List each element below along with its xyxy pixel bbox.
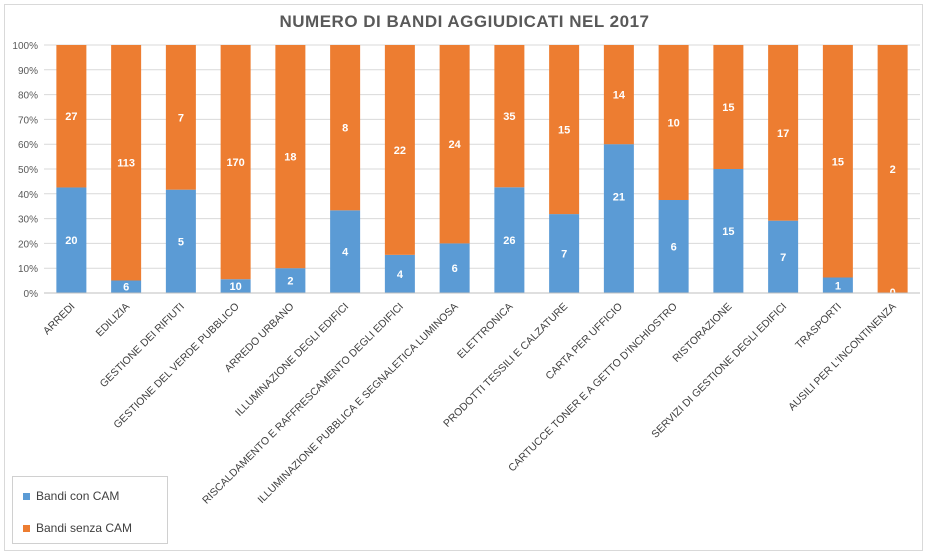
bar-senza-cam bbox=[822, 45, 853, 278]
bar-senza-cam bbox=[165, 45, 196, 190]
data-label-senza-cam: 27 bbox=[65, 111, 77, 123]
data-label-senza-cam: 15 bbox=[558, 125, 570, 137]
bar-senza-cam bbox=[330, 45, 361, 211]
data-label-senza-cam: 113 bbox=[117, 158, 135, 170]
y-tick-label: 50% bbox=[18, 165, 38, 176]
data-label-senza-cam: 15 bbox=[722, 102, 734, 114]
data-label-con-cam: 7 bbox=[561, 249, 567, 261]
data-label-senza-cam: 18 bbox=[284, 152, 296, 164]
bar-con-cam bbox=[713, 169, 744, 293]
y-tick-label: 0% bbox=[24, 289, 39, 300]
bar-con-cam bbox=[56, 187, 87, 293]
data-label-con-cam: 6 bbox=[452, 263, 458, 275]
bar-con-cam bbox=[275, 268, 306, 293]
x-tick-label: TRASPORTI bbox=[793, 301, 844, 352]
bar-con-cam bbox=[549, 214, 580, 293]
data-label-con-cam: 7 bbox=[780, 252, 786, 264]
data-label-con-cam: 4 bbox=[342, 247, 349, 259]
data-label-con-cam: 20 bbox=[65, 235, 77, 247]
data-label-senza-cam: 17 bbox=[777, 128, 789, 140]
legend: Bandi con CAM Bandi senza CAM bbox=[12, 476, 168, 544]
bar-con-cam bbox=[220, 279, 251, 293]
bar-senza-cam bbox=[439, 45, 470, 244]
data-label-con-cam: 15 bbox=[722, 226, 734, 238]
y-tick-label: 80% bbox=[18, 91, 38, 102]
data-label-senza-cam: 22 bbox=[394, 145, 406, 157]
bar-con-cam bbox=[439, 243, 470, 293]
bar-senza-cam bbox=[603, 45, 634, 145]
data-label-senza-cam: 7 bbox=[178, 112, 184, 124]
data-label-con-cam: 6 bbox=[123, 282, 129, 294]
legend-item-con-cam: Bandi con CAM bbox=[23, 489, 119, 503]
x-tick-label: ILLUMINAZIONE DEGLI EDIFICI bbox=[233, 301, 351, 419]
y-tick-label: 90% bbox=[18, 66, 38, 77]
y-tick-label: 10% bbox=[18, 264, 38, 275]
x-tick-label: RISTORAZIONE bbox=[670, 301, 734, 365]
bar-senza-cam bbox=[549, 45, 580, 215]
data-label-con-cam: 2 bbox=[287, 276, 293, 288]
data-label-con-cam: 10 bbox=[230, 281, 242, 293]
x-tick-label: ILLUMINAZIONE PUBBLICA E SEGNALETICA LUM… bbox=[255, 301, 460, 506]
legend-label-con-cam: Bandi con CAM bbox=[36, 489, 120, 503]
y-tick-label: 60% bbox=[18, 140, 38, 151]
y-tick-label: 20% bbox=[18, 239, 38, 250]
data-label-senza-cam: 170 bbox=[226, 157, 244, 169]
bar-con-cam bbox=[384, 254, 415, 293]
data-label-senza-cam: 8 bbox=[342, 123, 348, 135]
data-label-con-cam: 1 bbox=[835, 280, 841, 292]
data-label-senza-cam: 2 bbox=[890, 164, 896, 176]
bar-senza-cam bbox=[768, 45, 799, 221]
x-tick-label: AUSILI PER L'INCONTINENZA bbox=[786, 301, 899, 414]
chart-title: NUMERO DI BANDI AGGIUDICATI NEL 2017 bbox=[279, 12, 650, 31]
bar-con-cam bbox=[165, 189, 196, 293]
y-tick-label: 70% bbox=[18, 115, 38, 126]
bar-con-cam bbox=[658, 200, 689, 293]
bar-con-cam bbox=[494, 187, 525, 293]
bar-con-cam bbox=[822, 277, 853, 293]
bar-senza-cam bbox=[275, 45, 306, 269]
data-label-senza-cam: 24 bbox=[449, 139, 462, 151]
y-tick-label: 100% bbox=[12, 41, 38, 52]
data-label-con-cam: 6 bbox=[671, 242, 677, 254]
bar-senza-cam bbox=[494, 45, 525, 188]
data-label-senza-cam: 15 bbox=[832, 156, 844, 168]
data-label-con-cam: 4 bbox=[397, 269, 404, 281]
bar-senza-cam bbox=[713, 45, 744, 169]
bar-senza-cam bbox=[384, 45, 415, 255]
bar-senza-cam bbox=[658, 45, 689, 200]
bar-senza-cam bbox=[877, 45, 908, 293]
bar-senza-cam bbox=[220, 45, 251, 280]
y-tick-label: 30% bbox=[18, 215, 38, 226]
x-tick-label: EDILIZIA bbox=[94, 301, 133, 340]
data-label-con-cam: 26 bbox=[503, 235, 515, 247]
bar-senza-cam bbox=[111, 45, 142, 281]
bar-con-cam bbox=[330, 210, 361, 293]
bar-con-cam bbox=[603, 144, 634, 293]
bar-con-cam bbox=[111, 280, 142, 293]
legend-item-senza-cam: Bandi senza CAM bbox=[23, 521, 132, 535]
legend-swatch-con-cam bbox=[23, 492, 30, 500]
y-tick-label: 40% bbox=[18, 190, 38, 201]
data-label-con-cam: 5 bbox=[178, 236, 184, 248]
bar-senza-cam bbox=[56, 45, 87, 188]
bar-con-cam bbox=[768, 220, 799, 293]
data-label-senza-cam: 10 bbox=[668, 118, 680, 130]
data-label-con-cam: 21 bbox=[613, 191, 625, 203]
legend-swatch-senza-cam bbox=[23, 524, 30, 532]
x-tick-label: ARREDI bbox=[41, 301, 78, 338]
data-label-senza-cam: 35 bbox=[503, 111, 515, 123]
data-label-senza-cam: 14 bbox=[613, 90, 626, 102]
legend-label-senza-cam: Bandi senza CAM bbox=[36, 521, 133, 535]
x-tick-label: ELETTRONICA bbox=[455, 301, 515, 361]
x-tick-label: RISCALDAMENTO E RAFFRESCAMENTO DEGLI EDI… bbox=[200, 301, 406, 507]
